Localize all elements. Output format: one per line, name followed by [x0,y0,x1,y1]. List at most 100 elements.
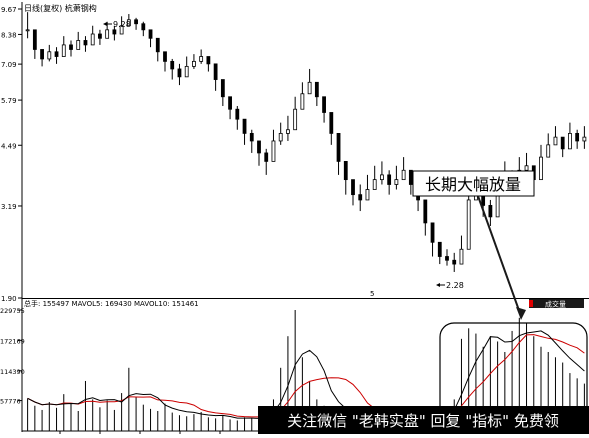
volume-axis: 229755 172169 114390 57776 [0,307,25,406]
price-bar-body [54,51,59,57]
price-bar-body [155,37,160,53]
price-bar [452,252,457,272]
price-bar-body [488,205,493,218]
price-bar-body [264,152,269,162]
price-bar [343,160,348,195]
price-bar-body [553,136,558,146]
price-bar-body [452,259,457,265]
price-bar-body [568,132,572,150]
price-bar-body [575,132,580,142]
price-bar [437,241,442,265]
price-bar [69,40,73,57]
price-bar [76,31,81,50]
price-bar [177,63,182,86]
chart-title: 日线(复权) 杭萧钢构 [24,3,97,13]
price-bar-body [47,51,52,60]
price-bar [539,144,543,181]
price-bar [286,115,290,141]
price-bar-body [286,129,290,134]
price-bar [329,112,334,145]
volume-legend: 总手: 155497 MAVOL5: 169430 MAVOL10: 15146… [24,299,199,308]
price-bar [314,81,319,107]
high-marker-label: 9.28 [113,20,131,29]
price-bar [163,51,167,72]
price-bar-body [257,140,261,154]
price-axis: 9.67 8.38 7.09 5.79 4.49 3.19 1.90 [1,6,22,303]
price-bar [553,126,558,146]
volume-tick-label: 114390 [0,368,25,376]
price-bar-body [351,179,355,196]
price-bar [199,49,204,64]
price-bar [134,17,138,30]
price-bar-body [242,118,247,134]
watermark-banner: 关注微信 "老韩实盘" 回复 "指标" 免费领 [258,406,589,434]
price-bar-body [401,169,406,181]
price-bar [401,157,406,181]
price-bar [365,174,370,201]
price-tick-label: 9.67 [1,6,17,14]
price-bar [459,235,464,265]
price-bar [83,36,88,52]
price-bar-body [148,29,153,39]
price-bar-body [445,256,449,261]
price-bar-body [69,44,73,50]
price-bar-body [278,132,283,142]
indicator-button[interactable]: 成交量 [529,299,584,309]
high-marker: 9.28 [103,20,131,29]
price-bar-body [466,199,471,250]
price-bar [170,58,175,80]
price-bar [141,21,146,37]
price-bar-body [322,96,326,113]
price-bar [423,199,428,236]
price-bar-body [380,174,384,181]
price-bar [488,199,493,226]
price-tick-label: 1.90 [1,295,17,303]
price-bar-body [365,189,370,201]
price-bar-body [437,241,442,257]
price-bar [112,25,117,41]
price-bar [568,122,572,150]
price-bar-body [192,60,196,67]
indicator-button-label[interactable]: 成交量 [545,300,566,309]
price-bar-body [163,51,167,62]
price-bar-body [126,19,131,27]
price-bar-body [76,40,81,50]
price-bar-body [199,56,204,62]
price-tick-label: 5.79 [1,97,17,105]
price-bar [445,249,449,266]
price-bar [40,49,44,67]
price-bar [293,96,298,131]
price-bar [336,132,341,175]
price-bar-body [495,194,500,218]
low-marker: 2.28 [436,281,464,290]
price-bar-body [32,29,37,50]
price-bar [322,96,326,123]
price-bar [307,68,312,95]
price-bar [582,126,587,149]
price-bar-body [25,29,30,32]
annotation-callout: 长期大幅放量 [412,170,535,320]
price-bar [235,106,240,130]
price-bar-body [40,49,44,60]
price-bar [148,29,153,48]
price-bar [213,63,218,91]
volume-tick-label: 172169 [0,337,25,345]
price-bar-body [336,132,341,162]
price-bar-body [300,93,305,110]
low-marker-label: 2.28 [446,281,464,290]
price-bar [184,56,189,78]
price-bar [61,36,66,57]
price-tick-label: 8.38 [1,31,17,39]
price-bar [351,179,355,206]
price-bar-body [408,169,413,185]
price-bar [206,56,211,72]
price-bar [264,148,269,175]
price-bar-body [314,81,319,98]
price-bar-body [358,194,363,201]
price-bar [90,25,95,46]
annotation-text: 长期大幅放量 [425,175,521,194]
price-bar-body [249,132,254,142]
price-bar [271,129,276,162]
price-bar [119,16,124,35]
